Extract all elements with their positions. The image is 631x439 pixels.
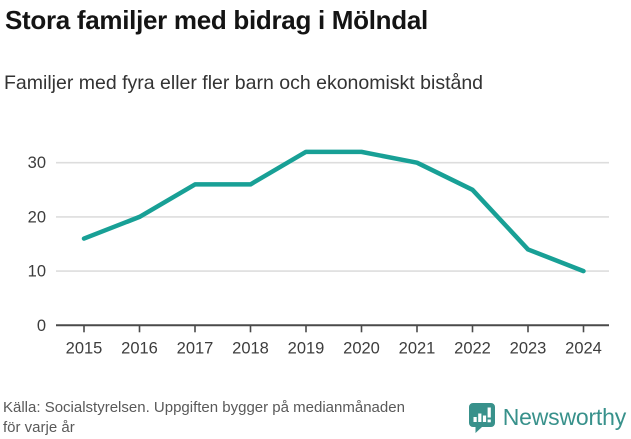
newsworthy-logo-link[interactable]: Newsworthy bbox=[468, 401, 626, 434]
x-tick-label-2017: 2017 bbox=[177, 339, 214, 357]
source-note-line1: Källa: Socialstyrelsen. Uppgiften bygger… bbox=[3, 399, 405, 416]
y-tick-label-0: 0 bbox=[37, 317, 46, 335]
line-chart: 0 10 20 30 2015 2016 2017 2018 2019 2020 2021 2022 2… bbox=[28, 149, 609, 357]
x-tick-label-2020: 2020 bbox=[343, 339, 380, 357]
x-tick-label-2022: 2022 bbox=[454, 339, 491, 357]
x-tick-label-2015: 2015 bbox=[66, 339, 103, 357]
y-tick-label-10: 10 bbox=[28, 263, 46, 281]
data-line-families bbox=[81, 149, 586, 274]
x-tick-label-2018: 2018 bbox=[232, 339, 269, 357]
source-note-line2: för varje år bbox=[3, 419, 75, 436]
x-tick-label-2019: 2019 bbox=[288, 339, 325, 357]
x-tick-label-2021: 2021 bbox=[399, 339, 436, 357]
x-tick-label-2023: 2023 bbox=[510, 339, 547, 357]
newsworthy-wordmark: Newsworthy bbox=[502, 404, 626, 430]
page-title: Stora familjer med bidrag i Mölndal bbox=[5, 5, 428, 35]
y-tick-label-20: 20 bbox=[28, 208, 46, 226]
newsworthy-icon bbox=[468, 403, 495, 433]
chart-subtitle: Familjer med fyra eller fler barn och ek… bbox=[4, 72, 484, 94]
x-tick-label-2024: 2024 bbox=[565, 339, 602, 357]
source-note: Källa: Socialstyrelsen. Uppgiften bygger… bbox=[3, 398, 473, 438]
x-tick-label-2016: 2016 bbox=[121, 339, 158, 357]
y-tick-label-30: 30 bbox=[28, 154, 46, 172]
